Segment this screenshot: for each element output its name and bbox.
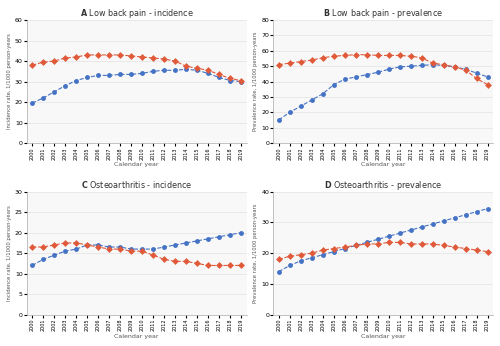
X-axis label: Calendar year: Calendar year [361,162,406,167]
X-axis label: Calendar year: Calendar year [114,334,159,339]
Y-axis label: Prevalence rate, 1/1000 person-years: Prevalence rate, 1/1000 person-years [254,32,258,131]
Y-axis label: Incidence rate, 1/1000 person-years: Incidence rate, 1/1000 person-years [7,34,12,129]
Title: $\bf{D}$ Osteoarthritis - prevalence: $\bf{D}$ Osteoarthritis - prevalence [324,179,442,192]
Title: $\bf{A}$ Low back pain - incidence: $\bf{A}$ Low back pain - incidence [80,7,194,20]
Title: $\bf{C}$ Osteoarthritis - incidence: $\bf{C}$ Osteoarthritis - incidence [81,179,192,190]
X-axis label: Calendar year: Calendar year [361,334,406,339]
Y-axis label: Prevalence rate, 1/1000 person-years: Prevalence rate, 1/1000 person-years [254,203,258,303]
Title: $\bf{B}$ Low back pain - prevalence: $\bf{B}$ Low back pain - prevalence [323,7,443,20]
X-axis label: Calendar year: Calendar year [114,162,159,167]
Y-axis label: Incidence rate, 1/1000 person-years: Incidence rate, 1/1000 person-years [7,205,12,301]
